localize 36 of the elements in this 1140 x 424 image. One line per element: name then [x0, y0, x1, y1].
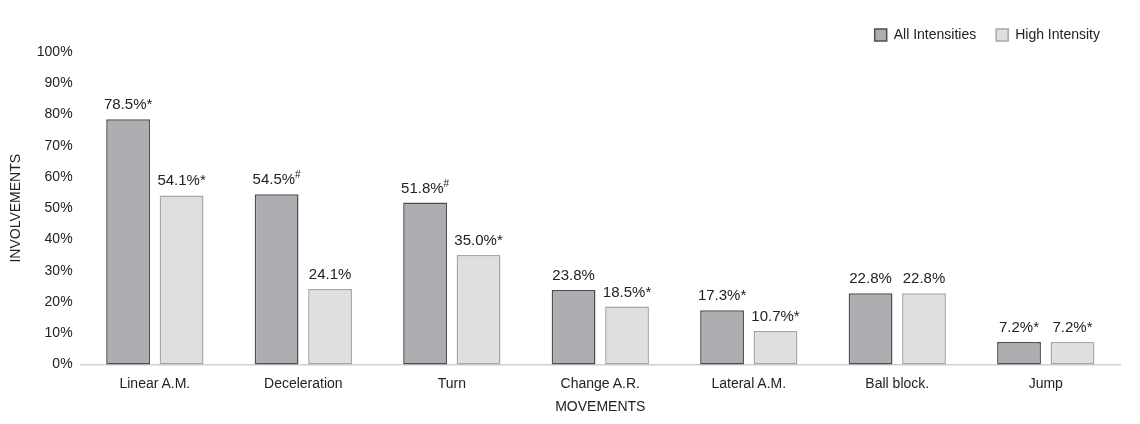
y-tick-label: 30% — [44, 261, 73, 278]
y-tick-label: 40% — [44, 230, 73, 247]
data-label: 24.1% — [308, 265, 352, 283]
y-tick-label: 60% — [44, 167, 73, 184]
x-tick-label: Change A.R. — [560, 374, 640, 391]
y-tick-label: 80% — [44, 105, 73, 122]
y-tick-label: 90% — [44, 74, 73, 91]
y-tick-label: 0% — [52, 355, 73, 372]
data-label: 54.5%# — [252, 169, 302, 188]
data-label: 54.1%* — [157, 171, 206, 189]
data-label: 7.2%* — [999, 317, 1040, 335]
data-label: 23.8% — [552, 266, 595, 284]
y-axis-title: INVOLVEMENTS — [7, 153, 24, 263]
data-label: 17.3%* — [697, 286, 747, 304]
x-tick-label: Linear A.M. — [119, 374, 191, 391]
x-tick-label: Turn — [437, 374, 466, 391]
data-label: 78.5%* — [103, 95, 153, 113]
x-tick-label: Ball block. — [865, 374, 930, 391]
y-tick-label: 10% — [44, 324, 73, 341]
y-tick-label: 100% — [36, 42, 73, 59]
y-tick-label: 50% — [44, 199, 73, 216]
x-tick-label: Lateral A.M. — [711, 374, 787, 391]
x-tick-label: Jump — [1028, 374, 1064, 391]
legend-label: High Intensity — [1015, 25, 1101, 42]
x-tick-label: Deceleration — [264, 374, 343, 391]
data-label: 10.7%* — [751, 306, 800, 324]
data-label: 22.8% — [902, 269, 946, 287]
y-tick-label: 20% — [44, 292, 73, 309]
x-axis-title: MOVEMENTS — [555, 398, 646, 415]
data-label: 51.8%# — [401, 177, 450, 196]
data-label: 22.8% — [849, 269, 892, 287]
data-label: 35.0%* — [454, 231, 503, 249]
data-label: 7.2%* — [1052, 317, 1093, 335]
legend-label: All Intensities — [893, 25, 977, 42]
data-label: 18.5%* — [602, 282, 652, 300]
y-tick-label: 70% — [44, 136, 73, 153]
